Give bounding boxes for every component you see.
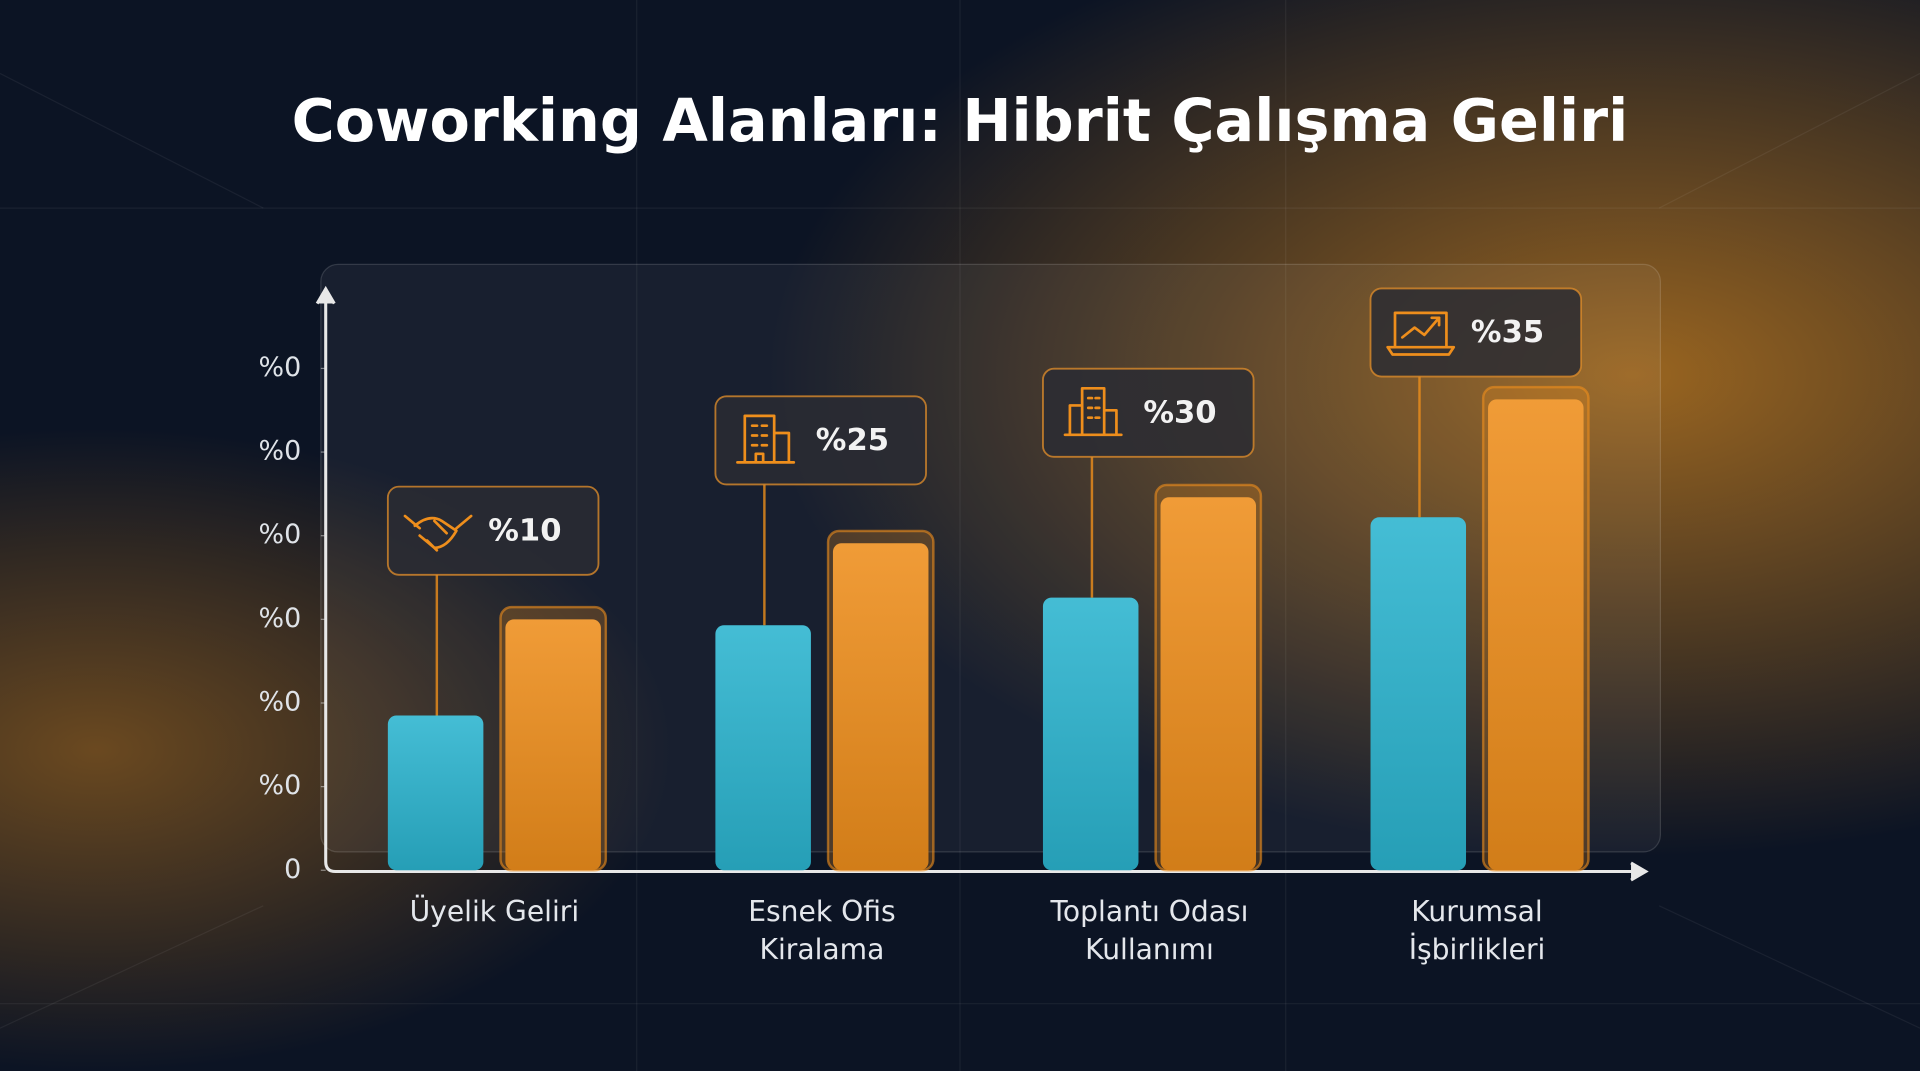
bar-shade (715, 625, 811, 871)
y-tick-label: %0 (258, 436, 301, 467)
x-tick-label: Toplantı Odası Kullanımı (1050, 895, 1249, 966)
x-tick-label: Üyelik Geliri (410, 894, 580, 928)
y-tick-label: %0 (258, 686, 301, 717)
icon-path (1063, 386, 1123, 437)
icon-path (736, 414, 796, 464)
bar-shade (1370, 517, 1467, 871)
plot-panel (320, 263, 1662, 853)
y-tick-label: %0 (258, 519, 301, 550)
annotation-icon (403, 514, 473, 552)
annotation-label: %10 (488, 513, 561, 548)
bar-shade (387, 715, 484, 871)
annotation-label: %30 (1143, 396, 1216, 431)
bar-shade (1488, 399, 1584, 871)
y-tick-label: %0 (258, 770, 301, 801)
x-tick-label: Esnek Ofis Kiralama (748, 895, 895, 966)
y-tick-label: 0 (284, 854, 301, 885)
x-tick-label: Kurumsal İşbirlikleri (1409, 895, 1546, 966)
bar-shade (1042, 597, 1139, 871)
annotation-icon (1386, 311, 1456, 356)
annotation-icon (1063, 386, 1123, 437)
chart-title: Coworking Alanları: Hibrit Çalışma Gelir… (292, 86, 1629, 155)
axes (315, 285, 1649, 882)
icon-path (1386, 311, 1456, 356)
annotation-label: %25 (816, 423, 889, 458)
bar-shade (1160, 497, 1257, 871)
y-tick-label: %0 (258, 352, 301, 383)
icon-path (403, 514, 473, 552)
bar-shade (832, 543, 929, 871)
bar-shade (505, 619, 601, 871)
y-tick-label: %0 (258, 603, 301, 634)
annotation-icon (736, 414, 796, 464)
annotation-label: %35 (1471, 315, 1544, 350)
annotation-box (386, 485, 600, 576)
